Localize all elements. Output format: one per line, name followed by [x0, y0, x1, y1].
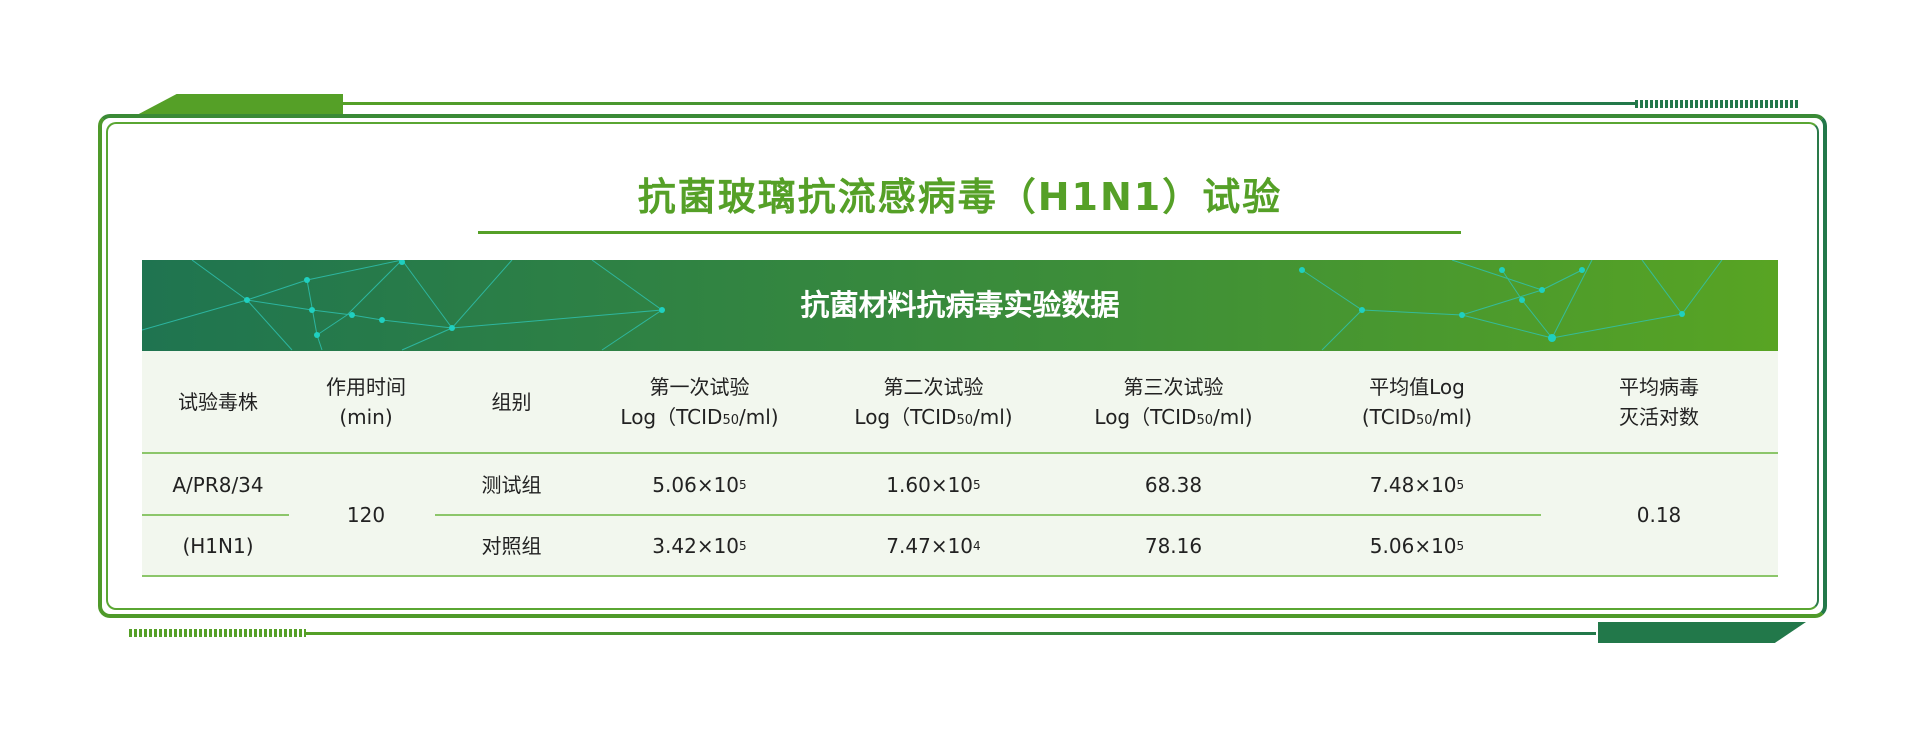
network-pattern-decoration: [142, 260, 1723, 351]
exponent: 5: [739, 477, 747, 492]
header-text: /ml): [1432, 405, 1473, 429]
header-trial-1: 第一次试验 Log（TCID50/ml): [585, 351, 814, 453]
mantissa: 3.42: [652, 533, 697, 558]
strain-line-1: A/PR8/34: [172, 472, 264, 497]
exponent: 5: [973, 477, 981, 492]
table-banner: 抗菌材料抗病毒实验数据: [142, 260, 1778, 351]
banner-title: 抗菌材料抗病毒实验数据: [800, 288, 1120, 322]
header-text: 第一次试验: [649, 375, 750, 399]
header-text: 平均值Log: [1369, 375, 1465, 399]
bottom-dashes-decoration: [129, 629, 306, 637]
header-trial-2: 第二次试验 Log（TCID50/ml): [814, 351, 1053, 453]
times-ten: ×10: [696, 533, 740, 558]
header-text: (TCID: [1361, 405, 1416, 429]
header-text: 试验毒株: [178, 390, 258, 414]
header-inactivation: 平均病毒 灭活对数: [1540, 351, 1778, 453]
header-text: Log（TCID: [620, 405, 723, 429]
header-text: 灭活对数: [1619, 405, 1699, 429]
group-test: 测试组: [481, 472, 542, 497]
mantissa: 1.60: [886, 472, 931, 497]
header-trial-3: 第三次试验 Log（TCID50/ml): [1053, 351, 1294, 453]
inner-frame: [106, 122, 1819, 610]
times-ten: ×10: [930, 472, 974, 497]
header-strain: 试验毒株: [142, 351, 294, 453]
title-underline: [478, 231, 1461, 234]
header-subscript: 50: [1196, 413, 1213, 428]
frame-tab-decoration: [135, 94, 343, 116]
header-text: /ml): [1212, 405, 1253, 429]
header-text: 第二次试验: [883, 375, 984, 399]
outer-frame: [98, 114, 1827, 618]
group-control: 对照组: [481, 533, 542, 558]
time-value: 120: [346, 503, 386, 527]
top-dashes-decoration: [1635, 100, 1800, 108]
times-ten: ×10: [1414, 472, 1457, 497]
bottom-line-decoration: [306, 632, 1596, 635]
bottom-right-block-decoration: [1598, 622, 1806, 643]
top-line-decoration: [343, 102, 1635, 105]
row2-average: 5.06 ×10 5: [1294, 515, 1540, 576]
header-divider: [142, 452, 1778, 454]
page-title: 抗菌玻璃抗流感病毒（H1N1）试验: [637, 175, 1283, 219]
exponent: 5: [1456, 538, 1465, 553]
header-group: 组别: [438, 351, 585, 453]
times-ten: ×10: [1414, 533, 1457, 558]
header-subscript: 50: [1415, 413, 1433, 428]
times-ten: ×10: [696, 472, 740, 497]
strain-line-2: (H1N1): [182, 533, 254, 558]
row-divider: [435, 514, 1541, 516]
mantissa: 7.48: [1369, 472, 1415, 497]
header-text: 平均病毒: [1619, 375, 1699, 399]
row2-trial1: 3.42 ×10 5: [585, 515, 814, 576]
row2-trial2: 7.47 ×10 4: [814, 515, 1053, 576]
header-text: 第三次试验: [1123, 375, 1224, 399]
header-time: 作用时间 (min): [294, 351, 438, 453]
times-ten: ×10: [930, 533, 974, 558]
header-text: /ml): [738, 405, 779, 429]
header-text: 组别: [491, 390, 532, 414]
mantissa: 5.06: [652, 472, 697, 497]
row-divider: [142, 514, 289, 516]
row1-trial2: 1.60 ×10 5: [814, 454, 1053, 515]
row1-average: 7.48 ×10 5: [1294, 454, 1540, 515]
header-subscript: 50: [956, 413, 973, 428]
header-text: 作用时间: [326, 375, 406, 399]
header-subscript: 50: [722, 413, 739, 428]
exponent: 4: [973, 538, 981, 553]
mantissa: 5.06: [1369, 533, 1415, 558]
header-text: (min): [339, 405, 393, 429]
exponent: 5: [1456, 477, 1465, 492]
row1-trial1: 5.06 ×10 5: [585, 454, 814, 515]
header-text: Log（TCID: [854, 405, 957, 429]
table-bottom-border: [142, 575, 1778, 577]
mantissa: 7.47: [886, 533, 931, 558]
header-average: 平均值Log (TCID50/ml): [1294, 351, 1540, 453]
row2-trial3: 78.16: [1144, 533, 1203, 558]
inactivation-value: 0.18: [1636, 503, 1682, 527]
header-text: Log（TCID: [1094, 405, 1197, 429]
header-text: /ml): [972, 405, 1013, 429]
data-table: 试验毒株 作用时间 (min) 组别 第一次试验 Log（TCID50/ml) 第二…: [142, 351, 1778, 577]
exponent: 5: [739, 538, 747, 553]
row1-trial3: 68.38: [1144, 472, 1203, 497]
